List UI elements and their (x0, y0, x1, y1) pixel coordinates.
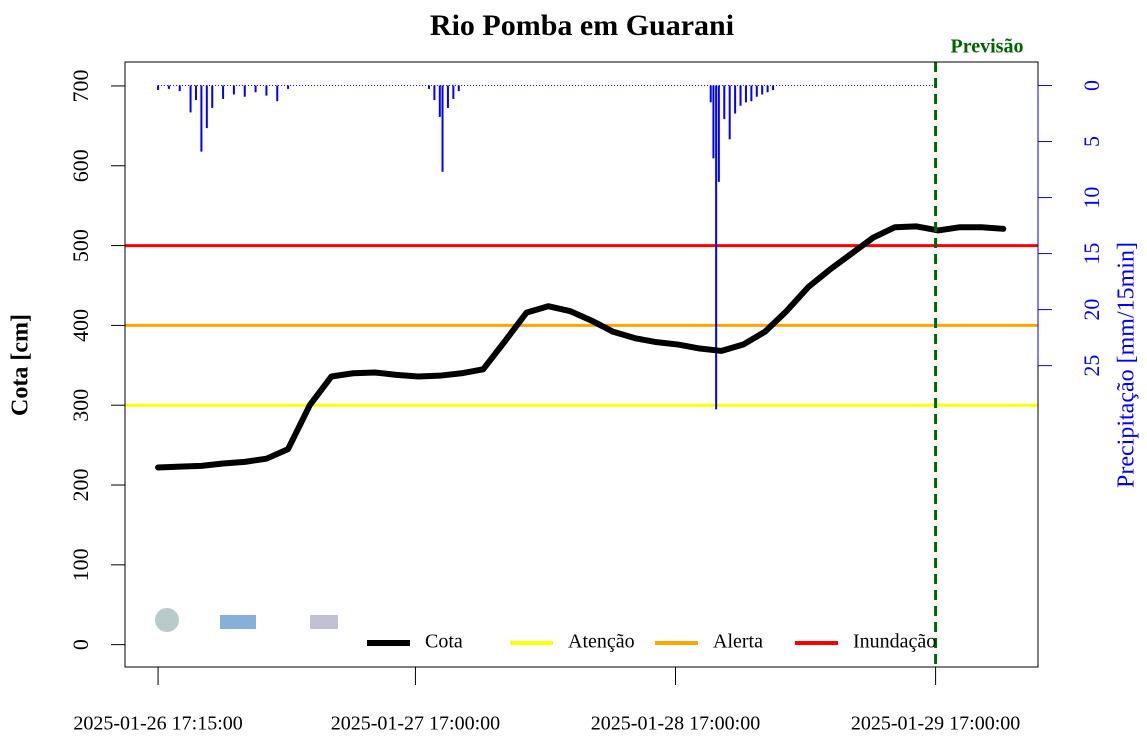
logo (220, 615, 256, 629)
precip-bar (222, 85, 225, 99)
precip-bar (194, 85, 197, 101)
legend-label: Inundação (853, 631, 936, 653)
y2-tick-label: 20 (1079, 299, 1104, 321)
x-tick-label: 2025-01-29 17:00:00 (851, 713, 1020, 735)
precip-bar (717, 85, 720, 182)
precip-bar (157, 85, 160, 91)
precip-bar (265, 85, 268, 96)
plot-frame (124, 61, 1039, 668)
precip-bar (728, 85, 731, 140)
precip-bar (438, 85, 441, 117)
precip-bar (709, 85, 712, 103)
y2-tick-label: 25 (1079, 355, 1104, 377)
y2-axis-title: Precipitação [mm/15min] (1114, 242, 1140, 488)
y-tick-label: 600 (68, 149, 93, 182)
y-tick-label: 100 (68, 548, 93, 581)
precip-bar (761, 85, 764, 95)
precip-bar (254, 85, 257, 93)
y2-tick-label: 0 (1079, 80, 1104, 91)
y-tick-label: 0 (68, 639, 93, 650)
precip-bar (232, 85, 235, 95)
logos (155, 608, 338, 632)
precip-bar (205, 85, 208, 129)
precip-bar (243, 85, 246, 97)
y2-tick-label: 5 (1079, 136, 1104, 147)
precip-bar (457, 85, 460, 92)
forecast-label: Previsão (951, 36, 1024, 58)
precip-bar (189, 85, 192, 113)
precip-bar (433, 85, 436, 101)
precip-bar (441, 85, 444, 172)
precip-bar (287, 85, 290, 89)
logo (310, 615, 338, 629)
precip-bar (452, 85, 455, 99)
y-tick-label: 300 (68, 389, 93, 422)
y-tick-label: 200 (68, 469, 93, 502)
precip-bar (167, 85, 170, 89)
y-axis-title: Cota [cm] (8, 314, 34, 416)
x-tick-label: 2025-01-26 17:15:00 (73, 713, 242, 735)
legend-label: Alerta (713, 631, 763, 653)
precip-bar (723, 85, 726, 120)
y-tick-label: 400 (68, 309, 93, 342)
precip-bar (211, 85, 214, 108)
precip-bar (200, 85, 203, 152)
y2-tick-label: 15 (1079, 243, 1104, 265)
y2-tick-label: 10 (1079, 187, 1104, 209)
precip-bar (766, 85, 769, 93)
data-line (155, 223, 1007, 471)
precip-bar (734, 85, 737, 114)
precip-bar (715, 85, 718, 410)
precip-bar (712, 85, 715, 159)
precip-bar (446, 85, 449, 108)
legend-label: Atenção (568, 631, 635, 653)
chart-title: Rio Pomba em Guarani (430, 9, 734, 42)
precip-bar (276, 85, 279, 102)
precip-bar (178, 85, 181, 92)
precip-bar (772, 85, 775, 91)
precip-bar (744, 85, 747, 103)
x-tick-label: 2025-01-28 17:00:00 (591, 713, 760, 735)
x-tick-label: 2025-01-27 17:00:00 (331, 713, 500, 735)
precip-bar (750, 85, 753, 102)
precip-bar (755, 85, 758, 97)
y-tick-label: 700 (68, 69, 93, 102)
precip-bar (739, 85, 742, 106)
legend-label: Cota (425, 631, 463, 653)
y-tick-label: 500 (68, 229, 93, 262)
logo (155, 608, 179, 632)
precip-bar (427, 85, 430, 89)
